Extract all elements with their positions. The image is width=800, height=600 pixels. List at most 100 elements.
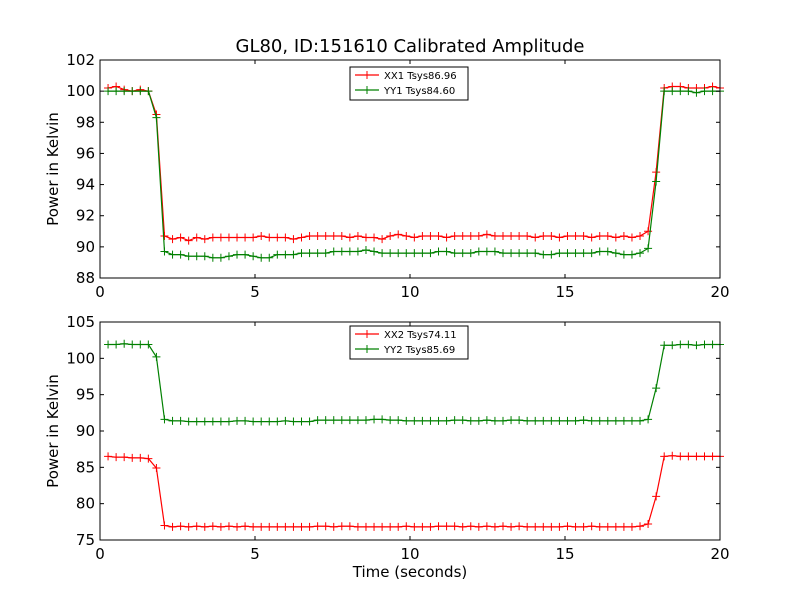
data-point bbox=[482, 522, 491, 531]
data-point bbox=[571, 249, 580, 258]
data-point bbox=[305, 417, 314, 426]
data-point bbox=[652, 492, 661, 501]
data-point bbox=[192, 417, 201, 426]
data-point bbox=[595, 416, 604, 425]
data-point bbox=[611, 416, 620, 425]
data-point bbox=[660, 452, 669, 461]
data-point bbox=[224, 252, 233, 261]
data-point bbox=[692, 452, 701, 461]
data-point bbox=[353, 522, 362, 531]
x-tick-label: 15 bbox=[555, 283, 574, 301]
y-tick-label: 94 bbox=[76, 176, 95, 194]
data-point bbox=[216, 522, 225, 531]
data-point bbox=[329, 522, 338, 531]
data-point bbox=[603, 231, 612, 240]
data-point bbox=[281, 250, 290, 259]
data-point bbox=[273, 233, 282, 242]
data-point bbox=[442, 233, 451, 242]
y-tick-label: 90 bbox=[76, 422, 95, 440]
data-point bbox=[644, 520, 653, 529]
data-point bbox=[112, 453, 121, 462]
legend-entry: XX1 Tsys86.96 bbox=[355, 71, 457, 82]
data-point bbox=[104, 87, 113, 96]
series-0-1 bbox=[104, 87, 724, 262]
legend: XX1 Tsys86.96 YY1 Tsys84.60 bbox=[349, 66, 469, 101]
data-point bbox=[120, 339, 129, 348]
data-point bbox=[555, 522, 564, 531]
data-point bbox=[136, 453, 145, 462]
data-point bbox=[265, 417, 274, 426]
data-point bbox=[644, 244, 653, 253]
data-point bbox=[587, 522, 596, 531]
data-point bbox=[361, 245, 370, 254]
data-point bbox=[466, 522, 475, 531]
data-point bbox=[619, 416, 628, 425]
data-point bbox=[394, 249, 403, 258]
data-point bbox=[434, 231, 443, 240]
data-point bbox=[353, 416, 362, 425]
data-point bbox=[482, 416, 491, 425]
data-point bbox=[587, 249, 596, 258]
data-point bbox=[321, 416, 330, 425]
data-point bbox=[321, 249, 330, 258]
data-point bbox=[313, 249, 322, 258]
data-point bbox=[450, 249, 459, 258]
data-point bbox=[176, 522, 185, 531]
chart-bottom-panel: 0 5 10 15 20 75 80 85 90 95 100 105 Power in Kelvin T… bbox=[44, 313, 730, 581]
data-point bbox=[378, 522, 387, 531]
data-point bbox=[184, 252, 193, 261]
data-point bbox=[305, 249, 314, 258]
data-point bbox=[579, 249, 588, 258]
data-point bbox=[547, 416, 556, 425]
data-point bbox=[361, 522, 370, 531]
data-point bbox=[515, 416, 524, 425]
data-point bbox=[636, 416, 645, 425]
data-point bbox=[128, 87, 137, 96]
data-point bbox=[434, 522, 443, 531]
data-point bbox=[233, 522, 242, 531]
y-axis-label: Power in Kelvin bbox=[44, 112, 62, 226]
data-point bbox=[627, 250, 636, 259]
data-point bbox=[490, 247, 499, 256]
data-point bbox=[700, 87, 709, 96]
legend-label: XX1 Tsys86.96 bbox=[384, 71, 457, 82]
y-tick-label: 100 bbox=[66, 82, 95, 100]
data-point bbox=[627, 233, 636, 242]
data-point bbox=[611, 522, 620, 531]
data-point bbox=[370, 522, 379, 531]
data-point bbox=[539, 250, 548, 259]
y-axis-label: Power in Kelvin bbox=[44, 374, 62, 488]
legend-marker bbox=[363, 345, 371, 353]
data-point bbox=[233, 233, 242, 242]
data-point bbox=[257, 231, 266, 240]
data-point bbox=[370, 233, 379, 242]
x-tick-label: 0 bbox=[95, 283, 105, 301]
data-point bbox=[466, 249, 475, 258]
data-point bbox=[611, 233, 620, 242]
data-point bbox=[595, 231, 604, 240]
data-point bbox=[571, 416, 580, 425]
data-point bbox=[337, 522, 346, 531]
data-point bbox=[563, 522, 572, 531]
data-point bbox=[636, 522, 645, 531]
data-point bbox=[627, 416, 636, 425]
data-point bbox=[603, 416, 612, 425]
data-point bbox=[442, 247, 451, 256]
data-point bbox=[337, 231, 346, 240]
data-point bbox=[636, 231, 645, 240]
data-point bbox=[321, 231, 330, 240]
data-point bbox=[684, 340, 693, 349]
data-point bbox=[603, 522, 612, 531]
data-point bbox=[619, 231, 628, 240]
data-point bbox=[523, 231, 532, 240]
x-tick-label: 0 bbox=[95, 545, 105, 563]
data-point bbox=[466, 416, 475, 425]
data-point bbox=[644, 415, 653, 424]
data-point bbox=[152, 113, 161, 122]
data-point bbox=[636, 249, 645, 258]
data-point bbox=[410, 249, 419, 258]
data-point bbox=[329, 231, 338, 240]
data-point bbox=[305, 231, 314, 240]
data-point bbox=[289, 250, 298, 259]
data-point bbox=[337, 416, 346, 425]
